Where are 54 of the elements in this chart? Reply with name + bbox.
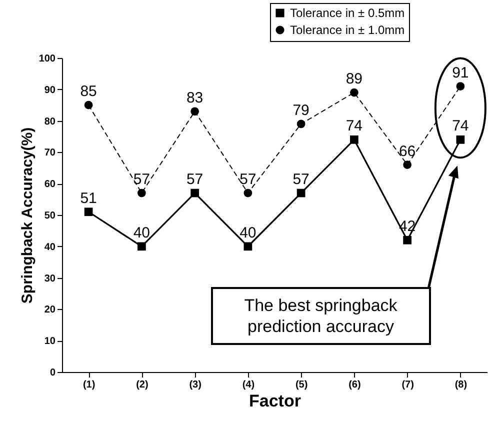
x-tick-label: (2) (136, 380, 148, 390)
y-tick-label: 60 (44, 179, 56, 190)
point (350, 135, 358, 144)
x-tick-label: (3) (189, 380, 202, 390)
x-tick-label: (8) (454, 380, 468, 390)
y-tick-label: 80 (44, 116, 56, 128)
x-tick-label: (5) (295, 380, 308, 390)
data-label: 74 (346, 118, 363, 135)
y-tick-label: 0 (50, 368, 56, 378)
data-label: 83 (186, 89, 204, 106)
data-label: 85 (80, 83, 97, 100)
x-axis-title: Factor (249, 392, 302, 410)
data-label: 40 (133, 224, 150, 242)
data-label: 57 (240, 171, 256, 188)
point (84, 100, 93, 110)
x-tick-label: (1) (82, 380, 96, 390)
point (456, 82, 465, 90)
point (244, 242, 252, 251)
data-label: 51 (80, 190, 97, 207)
y-tick-label: 100 (38, 54, 56, 64)
point (190, 107, 199, 116)
point (84, 208, 93, 216)
data-label: 57 (186, 171, 204, 188)
x-tick-label: (6) (348, 380, 361, 390)
x-tick-label: (7) (402, 380, 414, 390)
point (350, 88, 358, 97)
point (456, 135, 465, 144)
data-label: 57 (292, 171, 310, 188)
data-label: 57 (133, 171, 150, 188)
y-tick-label: 40 (44, 242, 56, 253)
point (296, 188, 306, 198)
legend-label: Tolerance in ± 1.0mm (290, 23, 405, 37)
point (190, 188, 199, 198)
data-label: 79 (292, 102, 310, 119)
y-axis-title: Springback Accuracy(%) (18, 127, 36, 304)
legend-label: Tolerance in ± 0.5mm (290, 6, 405, 20)
y-tick-label: 90 (44, 84, 56, 96)
y-tick-label: 10 (44, 336, 56, 348)
y-tick-label: 20 (44, 304, 56, 316)
point (403, 236, 412, 244)
y-tick-label: 70 (44, 148, 56, 159)
point (138, 242, 146, 251)
data-label: 89 (346, 70, 363, 88)
x-tick-label: (4) (242, 380, 255, 390)
y-tick-label: 50 (44, 210, 56, 222)
data-label: 40 (240, 224, 256, 242)
point (296, 120, 306, 128)
y-tick-label: 30 (44, 273, 56, 284)
data-label: 66 (398, 142, 416, 160)
data-label: 91 (452, 64, 469, 82)
point (244, 188, 252, 198)
point (138, 188, 146, 198)
data-label: 74 (452, 118, 469, 135)
point (403, 160, 412, 169)
